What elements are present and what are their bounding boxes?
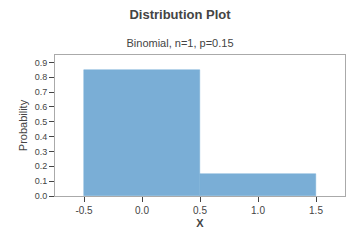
svg-text:0.9: 0.9	[35, 58, 48, 68]
svg-text:1.0: 1.0	[251, 205, 265, 216]
svg-text:0.1: 0.1	[35, 176, 48, 186]
svg-text:0.0: 0.0	[35, 191, 48, 201]
svg-text:0.6: 0.6	[35, 102, 48, 112]
svg-text:Distribution Plot: Distribution Plot	[129, 7, 231, 22]
svg-text:0.7: 0.7	[35, 87, 48, 97]
svg-text:0.8: 0.8	[35, 72, 48, 82]
svg-text:Binomial, n=1, p=0.15: Binomial, n=1, p=0.15	[126, 37, 233, 49]
svg-text:-0.5: -0.5	[75, 205, 93, 216]
svg-text:X: X	[196, 217, 204, 229]
svg-text:0.5: 0.5	[193, 205, 207, 216]
svg-text:0.0: 0.0	[135, 205, 149, 216]
svg-text:0.3: 0.3	[35, 147, 48, 157]
svg-text:0.4: 0.4	[35, 132, 48, 142]
svg-text:0.5: 0.5	[35, 117, 48, 127]
svg-text:1.5: 1.5	[309, 205, 323, 216]
svg-text:0.2: 0.2	[35, 161, 48, 171]
svg-text:Probability: Probability	[17, 99, 29, 151]
